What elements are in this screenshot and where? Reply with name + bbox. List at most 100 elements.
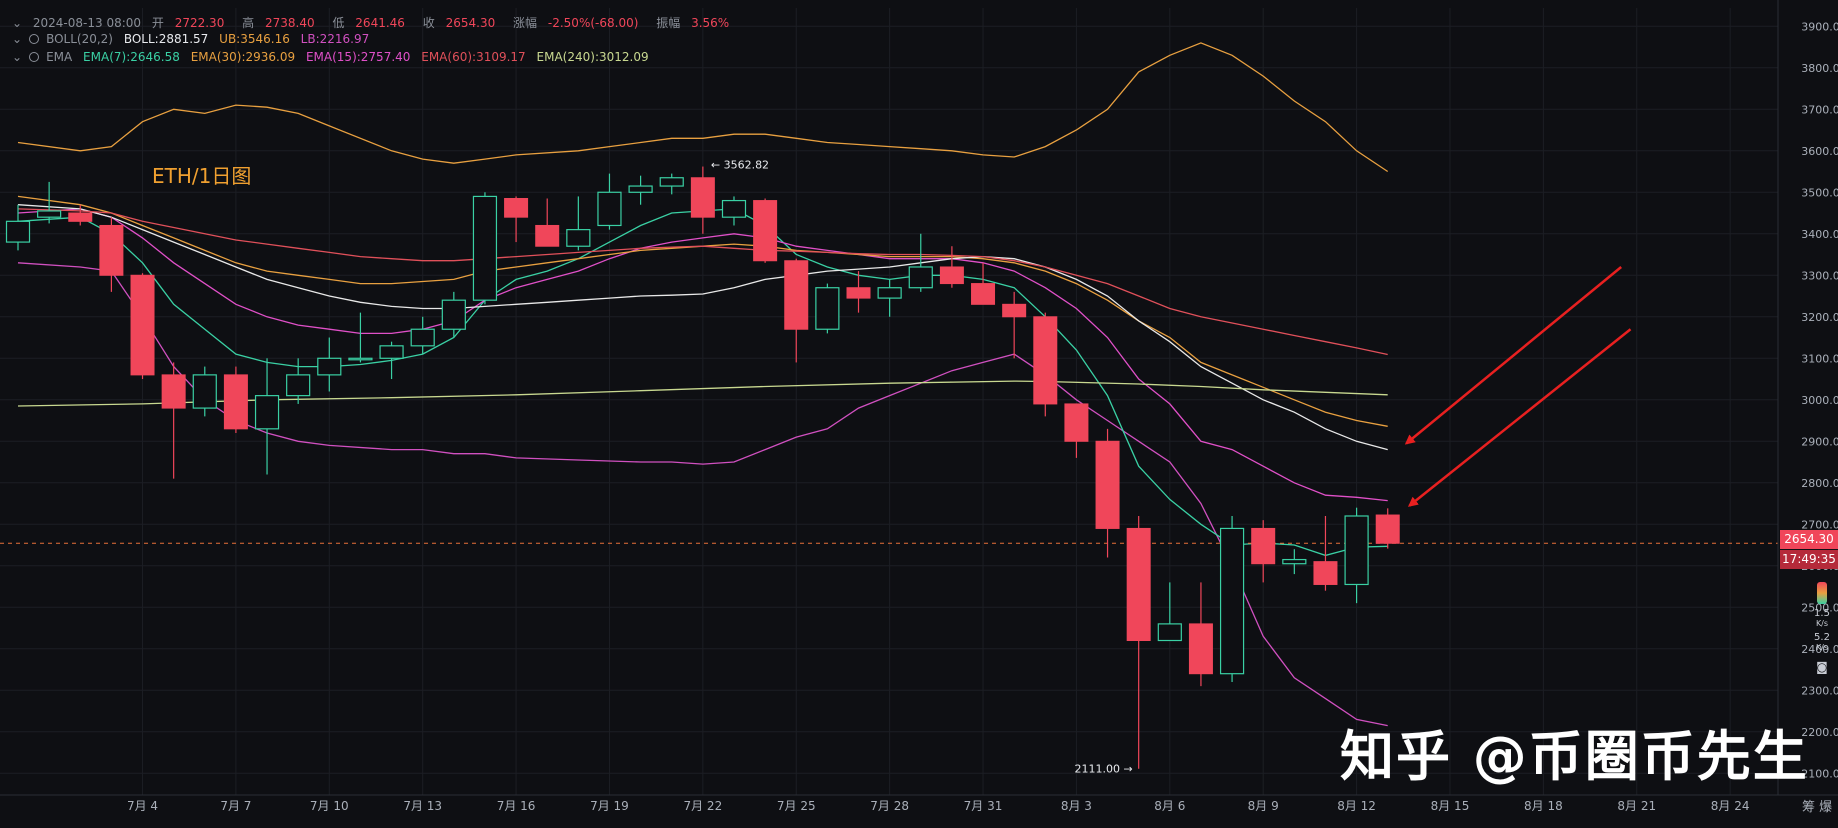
x-tick-label: 8月 9 [1248,799,1279,813]
candles [5,166,1400,769]
candle [472,192,498,305]
candle [37,181,62,224]
candle [379,341,404,380]
collapse-icon[interactable]: ⌄ [12,50,23,64]
candle [846,271,871,313]
candle-body-down [690,177,715,218]
candle [192,366,217,417]
y-tick-label: 2400.00 [1801,643,1838,656]
alert-bell-icon[interactable] [29,52,40,62]
line-ema7 [17,208,1388,557]
candle-body-up [317,357,342,376]
candle-body-down [68,212,93,222]
candle [753,198,778,263]
side-widgets: 1.5 K/s 5.2 K/s ◙ [1808,582,1836,674]
x-tick-label: 7月 10 [310,799,349,813]
open-value: 2722.30 [174,16,225,30]
candle-body-down [535,224,560,247]
candle-body-up [192,374,217,409]
candle [254,358,280,475]
candle-body-up [566,229,591,247]
y-tick-label: 3200.00 [1801,311,1838,324]
x-tick-label: 7月 31 [964,799,1003,813]
ema7-value: EMA(7):2646.58 [83,50,180,64]
speed-unit-2: K/s [1815,643,1829,652]
camera-icon[interactable]: ◙ [1816,660,1828,674]
candle [535,198,560,247]
y-tick-label: 3400.00 [1801,228,1838,241]
annotations: ← 3562.82 2111.00 → [711,159,1632,776]
candle [1157,582,1182,642]
candle [223,366,248,433]
y-tick-label: 3300.00 [1801,269,1838,282]
candle [441,291,466,338]
speed-unit-1: K/s [1815,619,1829,628]
line-ema240 [17,380,1388,407]
corner-label[interactable]: 筹 爆 [1802,800,1833,815]
line-boll-upper [17,42,1389,173]
candle [317,337,342,392]
red-arrow [1404,266,1622,445]
candle-body-up [721,199,747,218]
price-axis[interactable]: 3900.00 3800.00 3700.00 3600.00 3500.00 3400.… [1777,0,1838,795]
candle [659,173,684,195]
collapse-icon[interactable]: ⌄ [12,16,23,30]
alert-bell-icon[interactable] [29,34,40,44]
candle-body-up [815,287,840,330]
ema30-value: EMA(30):2936.09 [190,50,296,64]
candle-body-down [223,374,248,430]
candle-body-up [379,345,404,359]
x-tick-label: 8月 6 [1154,799,1185,813]
candle [721,196,747,226]
candle-body-up [254,395,280,430]
collapse-icon[interactable]: ⌄ [12,32,23,46]
candle [130,273,155,380]
candle [1002,291,1027,359]
ema60-value: EMA(60):3109.17 [421,50,526,64]
speed-value-1: 1.5 [1814,608,1830,619]
high-value: 2738.40 [265,16,315,30]
x-tick-label: 8月 3 [1061,799,1092,813]
candle-body-up [410,328,435,347]
x-tick-label: 8月 18 [1524,799,1563,813]
line-ema15 [17,208,1388,502]
chart-title: ETH/1日图 [152,164,252,188]
candle-body-up [659,177,684,187]
time-axis[interactable]: 7月 4 7月 7 7月 10 7月 13 7月 16 7月 19 7月 22 7月 25 7月… [0,794,1838,813]
x-tick-label: 8月 21 [1617,799,1656,813]
change-value: -2.50%(-68.00) [547,16,639,30]
candle [877,279,902,317]
line-ema60 [17,208,1388,356]
candle [410,316,435,355]
y-tick-label: 3600.00 [1801,145,1838,158]
candle-body-up [5,220,31,243]
y-tick-label: 3900.00 [1801,20,1838,33]
x-tick-label: 7月 19 [590,799,629,813]
candle [597,173,622,230]
boll-lower-value: LB:2216.97 [300,32,370,46]
candle [99,217,124,292]
x-tick-label: 7月 7 [220,799,251,813]
candle-body-down [1375,514,1400,544]
high-label: 高 [242,16,255,30]
candle [1219,515,1245,682]
close-value: 2654.30 [445,16,496,30]
boll-upper-value: UB:3546.16 [219,32,290,46]
candle [566,196,591,251]
boll-name: BOLL(20,2) [46,32,113,46]
low-annotation: 2111.00 → [1074,763,1132,776]
candle [1375,508,1400,549]
amplitude-value: 3.56% [691,16,730,30]
boll-row[interactable]: ⌄ BOLL(20,2) BOLL:2881.57 UB:3546.16 LB:2… [12,32,376,46]
red-arrow [1407,328,1632,507]
ema-row[interactable]: ⌄ EMA EMA(7):2646.58 EMA(30):2936.09 EMA(… [12,50,656,64]
y-tick-label: 3800.00 [1801,62,1838,75]
gauge-icon[interactable] [1817,582,1827,604]
candle [286,358,311,404]
candle-body-up [286,374,311,397]
y-tick-label: 2900.00 [1801,435,1838,448]
y-tick-label: 2800.00 [1801,477,1838,490]
x-tick-label: 7月 13 [403,799,442,813]
candle-body-up [348,357,373,361]
